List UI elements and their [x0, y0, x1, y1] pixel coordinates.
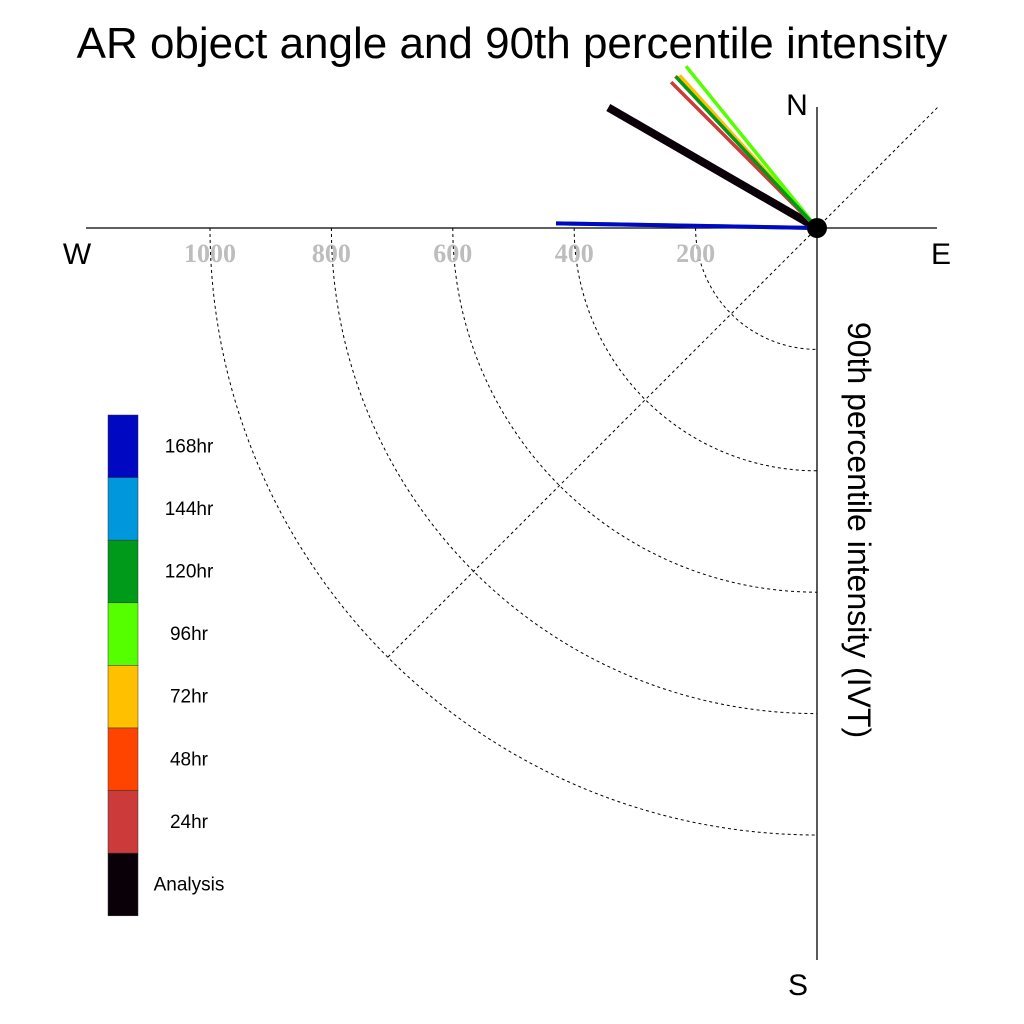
legend-swatch-24hr — [107, 790, 139, 854]
compass-north: N — [786, 89, 808, 122]
tick-label-200: 200 — [676, 239, 715, 268]
radial-rings — [209, 227, 818, 836]
tick-label-1000: 1000 — [184, 239, 236, 268]
tick-label-800: 800 — [312, 239, 351, 268]
radial-ring-600 — [452, 227, 818, 593]
tick-label-600: 600 — [433, 239, 472, 268]
legend-swatch-120hr — [107, 539, 139, 604]
legend-label-48hr: 48hr — [170, 749, 209, 770]
center-point — [807, 218, 827, 238]
legend-label-120hr: 120hr — [165, 562, 214, 583]
legend-swatch-48hr — [107, 727, 139, 791]
legend-label-168hr: 168hr — [165, 436, 214, 457]
radial-ring-400 — [573, 227, 818, 472]
legend-label-96hr: 96hr — [170, 624, 209, 645]
radial-tick-labels: 1000 800 600 400 200 — [184, 239, 715, 268]
radial-ring-1000 — [209, 227, 818, 836]
legend-label-72hr: 72hr — [170, 687, 209, 708]
vector-120hr — [674, 75, 819, 230]
radial-ring-800 — [330, 227, 818, 715]
compass-south: S — [788, 969, 808, 1002]
tick-label-400: 400 — [555, 239, 594, 268]
legend-swatch-72hr — [107, 665, 139, 729]
y-axis-label: 90th percentile intensity (IVT) — [841, 322, 877, 738]
radial-ring-200 — [695, 227, 818, 350]
legend-label-144hr: 144hr — [165, 499, 214, 520]
legend-label-24hr: 24hr — [170, 812, 209, 833]
intensity-vectors — [555, 65, 820, 232]
legend-swatch-96hr — [107, 602, 139, 666]
legend-swatch-144hr — [107, 477, 139, 541]
legend-swatch-168hr — [107, 414, 139, 478]
vector-96hr — [684, 65, 819, 230]
diagonal-guide — [387, 106, 939, 658]
compass-west: W — [63, 238, 92, 271]
legend: 168hr 144hr 120hr 96hr 72hr 48hr 24hr Analysis — [107, 414, 225, 917]
compass-east: E — [931, 238, 951, 271]
legend-label-analysis: Analysis — [154, 875, 225, 896]
chart-title: AR object angle and 90th percentile inte… — [77, 19, 948, 68]
vector-analysis — [606, 104, 820, 232]
legend-swatch-analysis — [107, 852, 139, 917]
vector-168hr — [555, 221, 818, 230]
